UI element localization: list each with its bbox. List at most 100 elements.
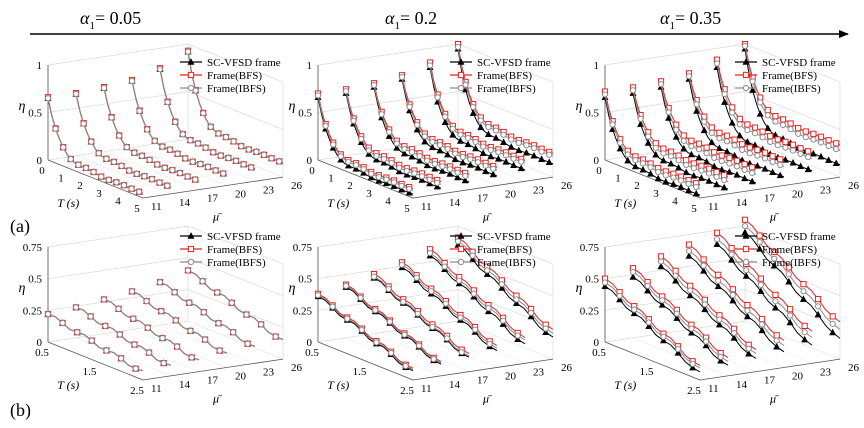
series-marker	[244, 340, 251, 347]
y-axis-label: η	[19, 281, 26, 296]
series-marker	[373, 152, 380, 160]
series-marker	[629, 87, 637, 94]
series-marker	[201, 336, 209, 343]
series-marker	[75, 161, 82, 168]
y-tick-label: 0.5	[298, 108, 312, 120]
grid-line	[317, 225, 459, 248]
series-marker	[753, 162, 761, 169]
mu-tick-label: 14	[179, 197, 191, 209]
mu-tick-label: 23	[820, 366, 832, 378]
series-marker	[741, 216, 749, 223]
series-marker	[817, 152, 825, 160]
series-marker	[457, 131, 464, 138]
series-marker	[718, 165, 726, 173]
series-marker	[728, 244, 735, 252]
series-marker	[454, 238, 462, 245]
series-marker	[387, 349, 395, 357]
series-marker	[761, 155, 769, 162]
series-marker	[486, 340, 493, 348]
series-marker	[385, 285, 392, 293]
series-marker	[754, 152, 761, 159]
legend-marker	[187, 84, 195, 92]
series-marker	[617, 139, 624, 146]
series-marker	[774, 136, 781, 143]
series-marker	[128, 77, 136, 85]
series-marker	[749, 78, 756, 85]
legend-marker	[457, 71, 465, 79]
x-axis-label: T (s)	[57, 196, 79, 210]
series-marker	[60, 144, 67, 151]
series-marker	[601, 91, 609, 98]
grid-line	[187, 43, 284, 83]
series-marker	[344, 161, 352, 169]
legend-marker	[742, 245, 750, 253]
series-marker	[789, 158, 797, 166]
series-marker	[814, 303, 822, 310]
series-marker	[88, 337, 95, 344]
series-marker	[670, 174, 677, 181]
mu-tick-label: 17	[477, 375, 489, 387]
series-marker	[686, 291, 694, 299]
series-marker	[746, 150, 753, 157]
y-tick-label: 0.75	[293, 242, 313, 254]
series-marker	[204, 163, 212, 171]
series-marker	[728, 251, 735, 258]
series-marker	[774, 142, 781, 149]
series-marker	[141, 173, 148, 180]
series-marker	[723, 138, 731, 145]
series-marker	[154, 161, 161, 168]
series-marker	[748, 177, 756, 185]
series-marker	[400, 298, 407, 305]
series-marker	[131, 341, 138, 348]
series-marker	[713, 60, 721, 67]
series-marker	[729, 109, 736, 116]
series-marker	[120, 182, 128, 189]
series-marker	[759, 134, 766, 141]
x-tick-label: 1	[328, 173, 334, 185]
grid-line	[47, 225, 189, 248]
series-marker	[454, 43, 462, 51]
series-marker	[745, 345, 752, 352]
series-marker	[744, 126, 751, 134]
series-marker	[743, 138, 751, 145]
series-marker	[210, 149, 217, 156]
series-marker	[487, 152, 495, 160]
series-marker	[779, 116, 787, 123]
series-marker	[715, 277, 722, 284]
series-marker	[601, 279, 609, 286]
series-marker	[82, 164, 90, 172]
series-marker	[439, 163, 446, 170]
axis-t	[47, 341, 144, 381]
series-marker	[757, 287, 765, 294]
series-marker	[725, 168, 733, 175]
x-axis-label: T (s)	[327, 196, 349, 210]
y-tick-label: 0.25	[293, 305, 313, 317]
series-marker	[741, 161, 748, 168]
series-marker	[490, 165, 497, 172]
series-marker	[675, 157, 682, 164]
series-marker	[474, 159, 482, 166]
legend-marker	[187, 245, 195, 253]
series-marker	[161, 164, 168, 171]
grid-line	[401, 329, 498, 368]
series-marker	[105, 176, 112, 184]
series-marker	[172, 118, 179, 126]
series-marker	[693, 183, 700, 191]
y-tick-label: 0.5	[28, 108, 42, 120]
x-tick-label: 0	[309, 165, 315, 177]
series-marker	[733, 163, 741, 170]
grid-line	[604, 320, 746, 343]
series-marker	[477, 123, 485, 131]
alpha-label-1: α1= 0.05	[80, 8, 141, 32]
series-marker	[189, 158, 196, 165]
series-marker	[756, 232, 763, 239]
series-marker	[148, 176, 156, 183]
series-marker	[715, 271, 722, 278]
series-marker	[365, 150, 373, 157]
series-marker	[502, 158, 510, 165]
series-marker	[225, 154, 232, 162]
legend-marker	[742, 58, 750, 65]
legend-marker	[742, 232, 750, 239]
series-marker	[716, 129, 723, 136]
mu-axis-label: μ̄	[212, 392, 222, 406]
